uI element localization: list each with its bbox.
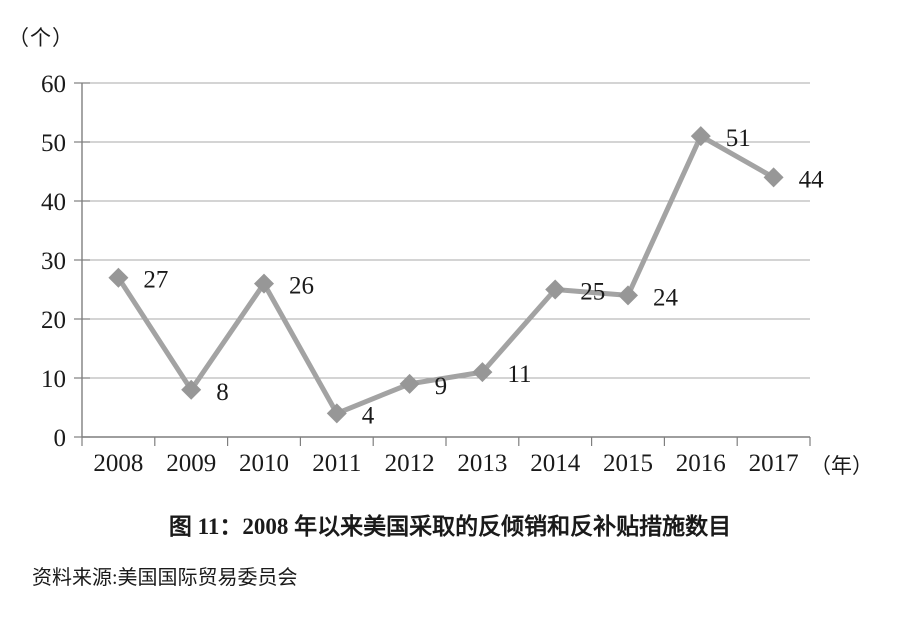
figure-source: 资料来源:美国国际贸易委员会: [32, 567, 298, 589]
data-point-marker: [545, 279, 566, 300]
data-label: 4: [362, 402, 375, 429]
x-tick-label: 2016: [676, 450, 726, 477]
data-point-marker: [254, 273, 274, 294]
y-tick-label: 10: [41, 366, 66, 393]
data-label: 9: [435, 373, 448, 400]
line-chart: 0 10 20 30 40 50 60 2008 2009 2010 2011 2012 2013 201…: [8, 26, 873, 478]
x-tick-label: 2012: [385, 450, 435, 477]
x-tick-label: 2009: [166, 450, 216, 477]
data-point-marker: [472, 362, 493, 383]
data-label: 8: [216, 379, 229, 406]
data-point-marker: [399, 373, 420, 394]
y-tick-label: 40: [41, 189, 66, 216]
data-point-marker: [690, 126, 711, 147]
x-tick-label: 2017: [749, 450, 799, 477]
data-point-marker: [108, 267, 129, 288]
x-tick-label: 2010: [239, 450, 289, 477]
chart-canvas: 0 10 20 30 40 50 60 2008 2009 2010 2011 2012 2013 201…: [41, 71, 825, 477]
data-label: 11: [507, 361, 531, 388]
data-point-marker: [763, 167, 784, 188]
x-tick-label: 2008: [93, 450, 143, 477]
y-tick-label: 20: [41, 307, 66, 334]
data-label: 27: [143, 267, 168, 294]
x-tick-label: 2013: [457, 450, 507, 477]
data-label: 26: [289, 273, 314, 300]
data-point-marker: [181, 379, 202, 400]
data-line: [115, 133, 777, 416]
x-tick-label: 2014: [530, 450, 581, 477]
data-label: 51: [726, 125, 751, 152]
data-label: 25: [580, 279, 605, 306]
y-tick-label: 30: [41, 248, 66, 275]
y-tick-label: 60: [41, 71, 66, 98]
x-axis-unit-label: （年）: [810, 454, 873, 478]
y-axis-unit-label: （个）: [8, 26, 74, 50]
data-point-marker: [326, 403, 347, 424]
y-tick-label: 50: [41, 130, 66, 157]
x-tick-label: 2011: [312, 450, 361, 477]
figure-title: 图 11：2008 年以来美国采取的反倾销和反补贴措施数目: [168, 514, 732, 539]
y-tick-label: 0: [54, 425, 67, 452]
data-label: 44: [799, 166, 825, 193]
x-tick-label: 2015: [603, 450, 653, 477]
data-point-marker: [618, 285, 638, 306]
data-label: 24: [653, 284, 679, 311]
